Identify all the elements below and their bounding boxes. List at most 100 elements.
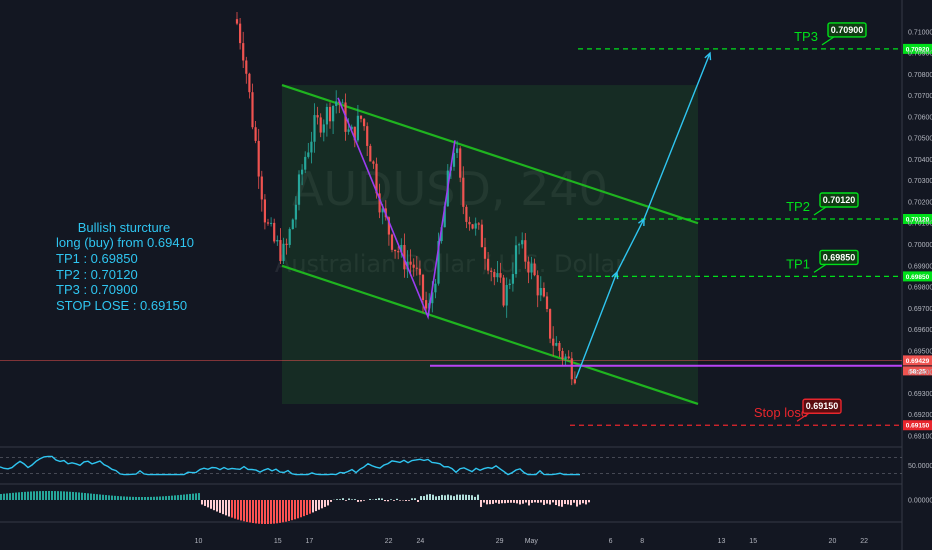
hist-bar-123 (369, 498, 371, 500)
candle-body-3 (245, 60, 248, 74)
hist-bar-7 (21, 492, 23, 500)
hist-bar-61 (183, 494, 185, 500)
price-tick-18: 0.69200 (908, 412, 932, 419)
hist-bar-32 (96, 494, 98, 500)
price-tick-6: 0.70400 (908, 157, 932, 164)
candle-body-36 (347, 129, 350, 132)
hist-bar-63 (189, 493, 191, 500)
hist-bar-84 (252, 500, 254, 524)
price-tick-2: 0.70800 (908, 72, 932, 79)
hist-bar-115 (345, 500, 347, 501)
hist-bar-195 (585, 500, 587, 505)
candle-body-6 (254, 127, 257, 141)
hist-bar-170 (510, 500, 512, 503)
hist-bar-164 (492, 500, 494, 504)
price-tick-9: 0.70100 (908, 221, 932, 228)
candle-body-46 (378, 193, 381, 213)
candle-body-78 (477, 223, 480, 225)
level-badge-2 (819, 249, 859, 266)
current-price-tag-text: 0.69429 (906, 358, 930, 365)
time-tick-5: 29 (496, 538, 504, 545)
candle-body-0 (235, 19, 239, 24)
candle-body-9 (263, 199, 266, 223)
hist-bar-94 (282, 500, 284, 523)
channel-box (282, 85, 698, 404)
candle-body-57 (412, 264, 415, 268)
candle-body-17 (288, 229, 291, 245)
candle-body-39 (356, 115, 359, 141)
hist-bar-149 (447, 494, 449, 500)
hist-bar-1 (3, 493, 5, 500)
candle-body-104 (558, 342, 561, 351)
candle-body-82 (490, 270, 493, 272)
hist-bar-11 (33, 491, 35, 500)
hist-bar-136 (408, 500, 410, 501)
hist-bar-114 (342, 498, 344, 500)
time-tick-4: 24 (416, 538, 424, 545)
hist-bar-109 (327, 500, 329, 506)
candle-body-72 (459, 148, 462, 178)
hist-bar-70 (210, 500, 212, 509)
candles (235, 11, 576, 386)
hist-bar-76 (228, 500, 230, 517)
hist-bar-191 (573, 500, 575, 503)
channel-upper-line (281, 83, 699, 225)
level-badge-1 (819, 192, 859, 208)
candle-body-73 (462, 177, 465, 207)
hist-bar-67 (201, 500, 203, 505)
price-tick-12: 0.69800 (908, 285, 932, 292)
hist-bar-82 (246, 500, 248, 522)
hist-bar-187 (561, 500, 563, 507)
price-tick-0: 0.71000 (908, 29, 932, 36)
hist-bar-56 (168, 495, 170, 500)
candle-body-44 (372, 161, 375, 164)
hist-bar-141 (423, 496, 425, 500)
candle-body-10 (266, 222, 270, 224)
hist-bar-29 (87, 493, 89, 500)
note-line-3: TP2 : 0.70120 (56, 267, 138, 282)
candle-body-24 (310, 141, 313, 153)
hist-bar-142 (426, 494, 428, 500)
hist-bar-154 (462, 494, 464, 500)
candle-body-38 (353, 126, 356, 141)
hist-bar-9 (27, 491, 29, 500)
candle-body-97 (536, 275, 539, 296)
candle-body-77 (474, 223, 477, 229)
candle-body-49 (387, 217, 390, 235)
hist-bar-66 (198, 493, 200, 500)
hist-bar-118 (354, 499, 356, 500)
candle-body-90 (514, 245, 518, 275)
hist-bar-196 (588, 500, 590, 503)
price-channel (281, 83, 699, 406)
hist-bar-105 (315, 500, 317, 512)
hist-bar-106 (318, 500, 320, 510)
hist-bar-26 (78, 492, 80, 500)
hist-bar-10 (30, 491, 32, 500)
hist-bar-160 (480, 500, 482, 507)
hist-bar-117 (351, 499, 353, 500)
level-badge-pointer-3 (796, 412, 810, 422)
candle-body-108 (570, 358, 573, 380)
histogram-pane (0, 491, 590, 524)
candle-body-16 (285, 243, 288, 245)
level-badge-0 (827, 22, 867, 38)
hist-bar-104 (312, 500, 314, 513)
candle-body-85 (499, 273, 502, 278)
hist-bar-50 (150, 496, 152, 500)
hist-bar-62 (186, 494, 188, 500)
hist-bar-13 (39, 491, 41, 500)
level-badge-pointer-1 (813, 206, 827, 216)
candle-body-75 (468, 221, 471, 225)
hist-bar-59 (177, 495, 179, 500)
price-tick-10: 0.70000 (908, 242, 932, 249)
candle-body-1 (239, 23, 242, 44)
candle-body-103 (555, 342, 558, 346)
hist-bar-65 (195, 493, 197, 500)
hist-bar-74 (222, 500, 224, 515)
hist-bar-39 (117, 496, 119, 500)
time-tick-1: 15 (274, 538, 282, 545)
hist-bar-148 (444, 495, 446, 500)
level-label-2: TP1 (786, 256, 810, 271)
hist-bar-41 (123, 496, 125, 500)
